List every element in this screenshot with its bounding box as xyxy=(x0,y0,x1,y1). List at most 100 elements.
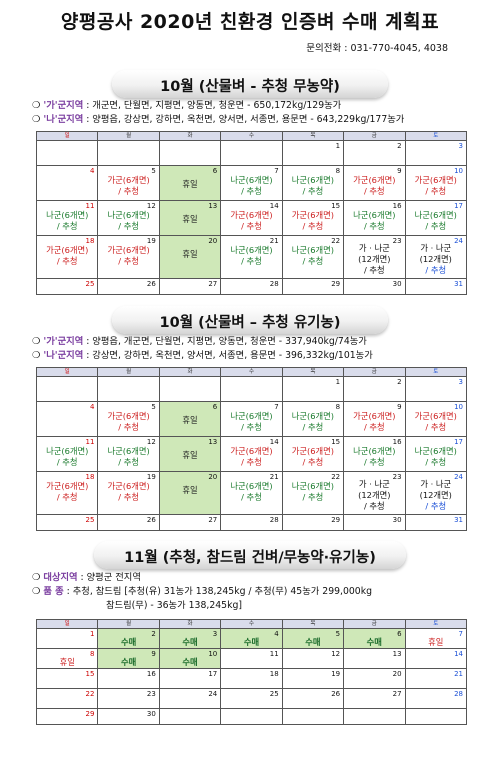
day-number: 10 xyxy=(454,167,463,175)
calendar-day-cell: 2 xyxy=(343,376,406,402)
cell-content: / 추청 xyxy=(118,492,139,502)
cell-content: / 추청 xyxy=(425,422,447,432)
day-number: 16 xyxy=(146,670,156,678)
day-number: 7 xyxy=(274,403,279,411)
calendar-day-cell: 21 나군(6개면) / 추청 xyxy=(220,471,283,515)
cell-content: 나군(6개면) xyxy=(230,245,273,255)
cell-content: 나군(6개면) xyxy=(353,210,396,220)
day-number: 12 xyxy=(146,202,156,210)
section2-info-line: ❍ '나'군지역 : 강상면, 강하면, 옥천면, 양서면, 서종면, 용문면 -… xyxy=(32,349,373,363)
cell-content: 가군(6개면) xyxy=(353,175,396,185)
calendar-day-cell: 13 xyxy=(343,648,406,669)
calendar-day-cell: 4 xyxy=(35,401,99,437)
cell-content: / 추청 xyxy=(302,186,324,196)
section1-info-line: ❍ '나'군지역 : 양평읍, 강상면, 강하면, 옥천면, 양서면, 서종면, … xyxy=(32,113,404,127)
calendar-day-cell: 5 수매 xyxy=(281,628,345,649)
day-number: 23 xyxy=(392,237,402,245)
day-number: 20 xyxy=(208,473,218,481)
calendar-day-cell: 23 가 · 나군 (12개면) / 추청 xyxy=(343,235,406,279)
calendar-day-cell: 16 나군(6개면) / 추청 xyxy=(343,200,406,236)
day-number: 22 xyxy=(331,237,341,245)
cell-content: (12개면) xyxy=(419,254,452,264)
day-number: 24 xyxy=(454,473,463,481)
section2-banner: 10월 (산물벼 – 추청 유기농) xyxy=(0,306,500,334)
day-number: 8 xyxy=(335,167,341,175)
calendar-day-cell: 3 xyxy=(404,140,468,166)
day-number: 7 xyxy=(458,630,463,638)
calendar-day-cell: 22 나군(6개면) / 추청 xyxy=(281,471,345,515)
cell-content: 가군(6개면) xyxy=(230,210,273,220)
calendar-day-cell: 22 xyxy=(35,688,99,709)
calendar-day-cell: 23 xyxy=(97,688,160,709)
section2-banner-text: 10월 (산물벼 – 추청 유기농) xyxy=(159,315,341,331)
calendar-day-cell: 25 xyxy=(35,278,99,295)
cell-content: / 추청 xyxy=(363,457,385,467)
cell-content: 가군(6개면) xyxy=(291,210,335,220)
calendar-day-cell: 11 나군(6개면) / 추청 xyxy=(35,200,99,236)
calendar-day-cell: 14 가군(6개면) / 추청 xyxy=(220,436,283,472)
day-number: 18 xyxy=(269,670,279,678)
day-number: 4 xyxy=(89,167,95,175)
cell-content: / 추청 xyxy=(363,221,385,231)
calendar-day-cell: 24 가 · 나군 (12개면) / 추청 xyxy=(404,235,468,279)
cell-content: / 추청 xyxy=(241,492,262,502)
cell-content: / 추청 xyxy=(425,265,447,275)
region-detail: : 강상면, 강하면, 옥천면, 양서면, 서종면, 용문면 - 396,332… xyxy=(83,350,373,361)
day-number: 7 xyxy=(274,167,279,175)
cell-content: (12개면) xyxy=(358,254,391,264)
day-number: 31 xyxy=(454,280,463,288)
day-number: 27 xyxy=(208,516,218,524)
day-number: 29 xyxy=(331,280,341,288)
day-number: 25 xyxy=(85,280,95,288)
day-number: 15 xyxy=(331,438,341,446)
cell-content: / 추청 xyxy=(56,492,78,502)
region-detail: : 추청, 참드림 [추청(유) 31농가 138,245kg / 추청(무) … xyxy=(63,586,373,597)
region-detail: : 양평읍, 강상면, 강하면, 옥천면, 양서면, 서종면, 용문면 - 64… xyxy=(83,114,405,125)
region-detail: : 양평읍, 개군면, 단월면, 지평면, 양동면, 청운면 - 337,940… xyxy=(83,336,367,347)
calendar-day-cell: 14 가군(6개면) / 추청 xyxy=(220,200,283,236)
weekday-header: 금 xyxy=(343,131,406,141)
cell-content: 나군(6개면) xyxy=(414,210,457,220)
calendar-october-organic: 일 월 화 수 목 금 토 1 2 3 4 5 가군(6개면) / 추청 6 휴일 7 나군(6개면) / 추청 8 나… xyxy=(35,367,468,531)
day-number: 23 xyxy=(146,690,156,698)
day-number: 11 xyxy=(269,650,279,658)
section3-info-line: ❍ 품 종 : 추청, 참드림 [추청(유) 31농가 138,245kg / 추… xyxy=(32,585,372,599)
cell-content: / 추청 xyxy=(302,256,324,266)
calendar-day-cell: 9 가군(6개면) / 추청 xyxy=(343,165,406,201)
calendar-day-cell: 27 xyxy=(158,514,222,531)
calendar-day-cell: 3 수매 xyxy=(158,628,222,649)
calendar-day-cell: 6 휴일 xyxy=(158,165,222,201)
calendar-day-cell: 4 xyxy=(35,165,99,201)
calendar-day-cell: 17 xyxy=(158,668,222,689)
day-number: 2 xyxy=(397,378,402,386)
calendar-day-cell: 29 xyxy=(35,708,99,725)
calendar-day-cell: 22 나군(6개면) / 추청 xyxy=(281,235,345,279)
weekday-header: 월 xyxy=(97,619,160,629)
calendar-day-cell: 11 나군(6개면) / 추청 xyxy=(35,436,99,472)
cell-content: 휴일 xyxy=(182,249,198,259)
day-number: 9 xyxy=(151,650,156,658)
bullet-icon: ❍ xyxy=(32,586,41,597)
bullet-icon: ❍ xyxy=(32,114,41,125)
calendar-day-cell: 9 수매 xyxy=(97,648,160,669)
calendar-day-cell: 17 나군(6개면) / 추청 xyxy=(404,436,468,472)
weekday-header: 수 xyxy=(220,619,283,629)
calendar-day-cell: 18 가군(6개면) / 추청 xyxy=(35,471,99,515)
day-number: 15 xyxy=(85,670,95,678)
cell-content: / 추청 xyxy=(302,422,324,432)
cell-content: (12개면) xyxy=(419,490,452,500)
section3-banner: 11월 (추청, 참드림 건벼/무농약·유기농) xyxy=(0,541,500,569)
section1-banner-text: 10월 (산물벼 - 추청 무농약) xyxy=(160,79,340,95)
day-number: 16 xyxy=(392,202,402,210)
cell-content: 가군(6개면) xyxy=(107,175,150,185)
day-number: 24 xyxy=(454,237,463,245)
weekday-header: 수 xyxy=(220,131,283,141)
weekday-header: 금 xyxy=(343,367,406,377)
day-number: 22 xyxy=(331,473,341,481)
calendar-day-cell: 8 나군(6개면) / 추청 xyxy=(281,401,345,437)
cell-content: 수매 xyxy=(366,637,382,647)
region-label: 대상지역 xyxy=(43,572,78,583)
calendar-day-cell: 7 휴일 xyxy=(404,628,468,649)
calendar-day-cell: 20 xyxy=(343,668,406,689)
day-number: 25 xyxy=(85,516,95,524)
